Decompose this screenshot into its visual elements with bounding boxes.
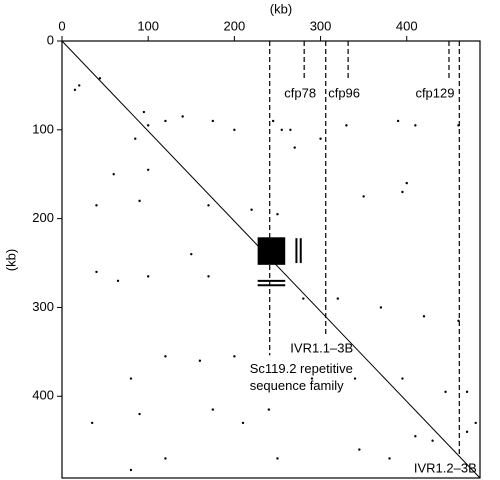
dot bbox=[267, 408, 271, 411]
annotation-label: IVR1.1–3B bbox=[290, 340, 353, 355]
annotation-label: cfp129 bbox=[415, 86, 454, 101]
dot bbox=[129, 468, 133, 472]
dot bbox=[465, 390, 469, 394]
y-tick-label: 200 bbox=[32, 210, 54, 225]
dot bbox=[276, 457, 279, 460]
x-tick-label: 400 bbox=[396, 18, 418, 33]
dot bbox=[116, 279, 120, 283]
dot bbox=[207, 204, 210, 207]
dot bbox=[422, 315, 426, 318]
dot bbox=[90, 421, 94, 425]
dot bbox=[401, 377, 404, 380]
plot-frame bbox=[61, 40, 481, 479]
dot bbox=[164, 119, 167, 123]
y-axis-label: (kb) bbox=[3, 249, 18, 271]
repeat-block bbox=[257, 237, 286, 265]
dot bbox=[276, 213, 279, 216]
dot bbox=[164, 355, 167, 358]
y-tick-label: 400 bbox=[32, 388, 54, 403]
dot bbox=[414, 124, 417, 127]
annotation-label: IVR1.2–3B bbox=[414, 460, 477, 475]
dot bbox=[138, 412, 141, 416]
dot bbox=[233, 355, 236, 358]
y-tick-label: 100 bbox=[32, 121, 54, 136]
dot bbox=[98, 77, 102, 80]
dot bbox=[280, 128, 283, 132]
dot bbox=[396, 119, 400, 123]
dot bbox=[293, 146, 296, 149]
dot bbox=[134, 137, 137, 140]
annotation-label: Sc119.2 repetitive bbox=[250, 361, 353, 376]
dot bbox=[336, 297, 339, 300]
dot bbox=[198, 359, 202, 362]
y-tick-label: 300 bbox=[32, 299, 54, 314]
dot bbox=[250, 208, 253, 211]
dot bbox=[405, 181, 408, 185]
dot bbox=[319, 137, 322, 140]
dot bbox=[289, 128, 292, 132]
dot bbox=[358, 448, 361, 451]
dot bbox=[233, 128, 236, 132]
dot bbox=[207, 275, 210, 278]
annotation-label: cfp78 bbox=[284, 86, 316, 101]
dot bbox=[379, 306, 383, 309]
x-tick-label: 200 bbox=[224, 18, 246, 33]
dot bbox=[474, 421, 477, 425]
dot bbox=[388, 457, 391, 460]
dot bbox=[401, 190, 404, 194]
y-tick-label: 0 bbox=[47, 32, 54, 47]
dot bbox=[142, 110, 146, 114]
dot bbox=[241, 421, 245, 425]
dot bbox=[138, 199, 141, 203]
dot bbox=[146, 168, 150, 171]
dot bbox=[345, 124, 348, 127]
annotation-label: cfp96 bbox=[328, 86, 360, 101]
dot bbox=[95, 270, 98, 274]
dot bbox=[95, 204, 98, 207]
dot bbox=[302, 297, 305, 300]
x-axis-label: (kb) bbox=[270, 1, 292, 16]
dot bbox=[129, 377, 133, 380]
dot bbox=[362, 195, 365, 198]
dot bbox=[271, 119, 275, 123]
dot bbox=[190, 252, 193, 256]
dot bbox=[431, 439, 434, 442]
x-tick-label: 0 bbox=[58, 18, 65, 33]
dot bbox=[353, 377, 357, 380]
annotation-label: sequence family bbox=[250, 378, 344, 393]
dot bbox=[211, 408, 215, 411]
dot bbox=[78, 84, 81, 87]
dot bbox=[465, 430, 469, 434]
dot bbox=[211, 119, 215, 123]
dot bbox=[164, 457, 167, 460]
dot bbox=[146, 275, 150, 278]
x-tick-label: 100 bbox=[137, 18, 159, 33]
dot bbox=[444, 390, 447, 394]
dot bbox=[310, 377, 314, 380]
x-tick-label: 300 bbox=[310, 18, 332, 33]
dot bbox=[73, 88, 77, 92]
dot bbox=[146, 124, 150, 127]
dot bbox=[181, 115, 184, 118]
dot bbox=[112, 173, 115, 176]
dot bbox=[414, 435, 417, 438]
